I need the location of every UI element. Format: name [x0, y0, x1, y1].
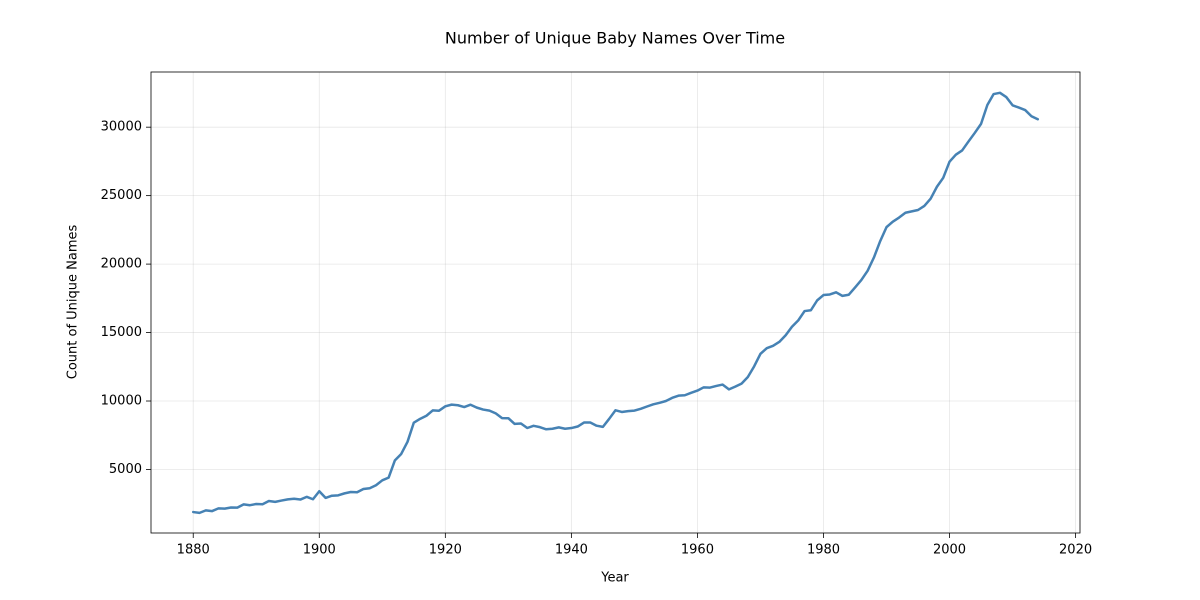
data-line	[191, 91, 1040, 515]
y-axis-label: Count of Unique Names	[66, 225, 81, 380]
x-tick-label: 1980	[807, 543, 840, 558]
x-tick-label: 2000	[933, 543, 966, 558]
x-axis-label: Year	[600, 571, 629, 586]
x-tick-label: 1940	[555, 543, 588, 558]
x-tick-label: 1880	[177, 543, 210, 558]
x-tick-label: 1960	[681, 543, 714, 558]
plot-frame	[150, 71, 1081, 534]
chart-title: Number of Unique Baby Names Over Time	[445, 29, 785, 48]
x-tick-label: 1900	[303, 543, 336, 558]
x-tick-label: 1920	[429, 543, 462, 558]
y-tick-label: 10000	[101, 394, 142, 409]
y-tick-label: 25000	[101, 188, 142, 203]
y-tick-label: 30000	[101, 120, 142, 135]
x-tick-label: 2020	[1059, 543, 1092, 558]
y-tick-label: 15000	[101, 325, 142, 340]
y-tick-label: 5000	[109, 462, 142, 477]
y-tick-label: 20000	[101, 257, 142, 272]
